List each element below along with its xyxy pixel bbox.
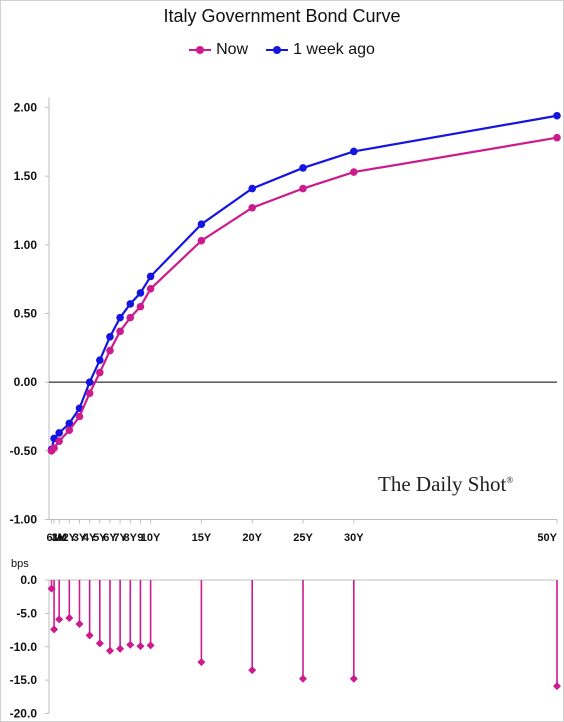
- change-marker: [95, 639, 104, 648]
- change-marker: [299, 674, 307, 683]
- x-tick-label: 3M: [52, 532, 67, 544]
- data-point-now: [65, 426, 74, 435]
- x-tick-label: 30Y: [344, 532, 364, 544]
- series-line-now: [50, 136, 558, 452]
- x-tick-label: 6Y: [103, 532, 117, 544]
- change-marker: [146, 641, 155, 650]
- change-marker: [55, 615, 64, 624]
- data-point-now: [350, 168, 358, 176]
- data-point-now: [248, 203, 256, 212]
- data-point-week-ago: [553, 111, 561, 120]
- data-point-week-ago: [248, 184, 256, 193]
- x-tick-label: 10Y: [141, 532, 161, 544]
- legend-label-now: Now: [216, 41, 249, 58]
- data-point-week-ago: [146, 272, 155, 281]
- x-tick-label: 9: [137, 532, 143, 544]
- data-point-now: [126, 313, 135, 322]
- x-tick-label: 2Y: [63, 532, 77, 544]
- bottom-y-tick-label: 0.0: [20, 573, 37, 587]
- data-point-week-ago: [136, 289, 145, 297]
- data-point-now: [75, 412, 84, 421]
- data-point-now: [85, 389, 94, 397]
- data-point-now: [146, 284, 155, 293]
- data-point-week-ago: [126, 300, 135, 308]
- x-tick-label: 8Y: [124, 532, 138, 544]
- top-y-tick-label: -0.50: [10, 444, 38, 458]
- change-marker: [136, 642, 145, 651]
- x-tick-label: 7Y: [113, 532, 127, 544]
- data-point-now: [55, 437, 63, 446]
- data-point-week-ago: [106, 333, 114, 341]
- watermark-logo: The Daily Shot®: [378, 472, 514, 496]
- change-marker: [553, 682, 561, 691]
- data-point-week-ago: [116, 313, 124, 322]
- change-marker: [248, 666, 257, 675]
- bottom-y-tick-label: -20.0: [10, 707, 38, 721]
- change-marker: [126, 640, 135, 649]
- legend: Now 1 week ago: [0, 41, 564, 59]
- data-point-now: [96, 368, 104, 377]
- legend-swatch-week-ago: [266, 44, 289, 56]
- data-point-now: [197, 236, 206, 245]
- legend-item-week-ago: 1 week ago: [266, 41, 375, 59]
- legend-swatch-now: [189, 44, 212, 56]
- x-tick-label: 1Y: [52, 532, 66, 544]
- x-tick-label: 15Y: [192, 532, 212, 544]
- data-point-week-ago: [96, 356, 104, 364]
- data-point-now: [116, 327, 124, 336]
- change-marker: [65, 614, 74, 623]
- change-marker: [85, 631, 94, 640]
- legend-item-now: Now: [189, 41, 248, 59]
- bottom-y-tick-label: -5.0: [16, 606, 37, 620]
- change-marker: [50, 625, 59, 634]
- legend-label-week-ago: 1 week ago: [293, 41, 375, 58]
- x-tick-label: 20Y: [242, 532, 262, 544]
- top-y-tick-label: 1.50: [14, 169, 38, 183]
- data-point-week-ago: [85, 378, 94, 386]
- chart-title: Italy Government Bond Curve: [163, 6, 401, 26]
- top-y-tick-label: -1.00: [10, 513, 38, 527]
- change-marker: [105, 646, 114, 655]
- change-marker: [197, 658, 206, 667]
- data-point-week-ago: [197, 220, 206, 229]
- data-point-now: [136, 302, 145, 311]
- x-tick-label: 5Y: [93, 532, 107, 544]
- data-point-now: [553, 133, 561, 142]
- change-marker: [75, 620, 84, 629]
- data-point-now: [106, 346, 114, 355]
- bottom-y-axis-label: bps: [11, 558, 29, 570]
- change-marker: [349, 674, 358, 683]
- x-tick-label: 25Y: [293, 532, 313, 544]
- data-point-week-ago: [299, 164, 307, 172]
- top-y-tick-label: 0.50: [14, 307, 38, 321]
- x-tick-label: 4Y: [83, 532, 97, 544]
- data-point-now: [50, 444, 58, 452]
- bottom-y-tick-label: -15.0: [10, 673, 38, 687]
- data-point-week-ago: [65, 419, 74, 428]
- top-y-tick-label: 1.00: [14, 238, 38, 252]
- x-tick-label: 6M: [46, 532, 61, 544]
- top-y-tick-label: 0.00: [14, 375, 38, 389]
- data-point-now: [299, 184, 307, 193]
- x-tick-label: 50Y: [537, 532, 557, 544]
- data-point-week-ago: [350, 147, 358, 156]
- x-tick-label: 3Y: [73, 532, 87, 544]
- data-point-week-ago: [55, 429, 63, 437]
- bottom-y-tick-label: -10.0: [10, 640, 38, 654]
- change-marker: [116, 644, 125, 653]
- top-y-tick-label: 2.00: [14, 101, 38, 115]
